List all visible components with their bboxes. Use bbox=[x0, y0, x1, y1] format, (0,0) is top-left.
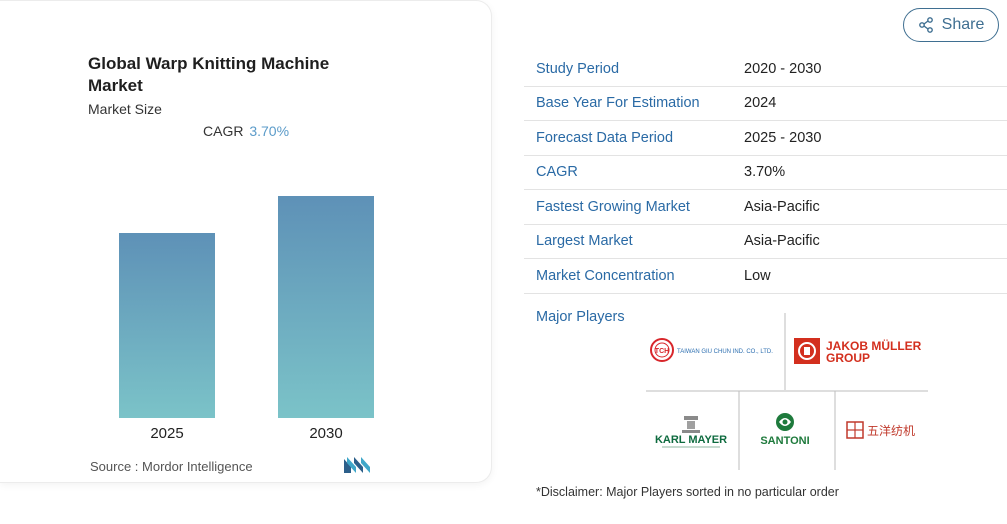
info-value: Asia-Pacific bbox=[744, 198, 820, 215]
info-value: 2020 - 2030 bbox=[744, 60, 822, 77]
santoni-logo-text: SANTONI bbox=[760, 435, 809, 447]
bar-2025 bbox=[119, 233, 215, 418]
info-value: Low bbox=[744, 267, 771, 284]
cagr-value: 3.70% bbox=[249, 123, 290, 139]
info-value: 2024 bbox=[744, 95, 777, 112]
disclaimer-text: *Disclaimer: Major Players sorted in no … bbox=[536, 485, 839, 499]
info-row-forecast-period: Forecast Data Period 2025 - 2030 bbox=[524, 121, 1007, 156]
x-tick-label: 2025 bbox=[150, 425, 183, 442]
market-info-table: Study Period 2020 - 2030 Base Year For E… bbox=[524, 52, 1007, 294]
source-text: Source : Mordor Intelligence bbox=[90, 459, 253, 474]
info-row-cagr: CAGR 3.70% bbox=[524, 156, 1007, 190]
x-tick-label: 2030 bbox=[309, 425, 342, 442]
player-logo-karl-mayer[interactable]: KARL MAYER bbox=[652, 412, 730, 450]
taiwan-badge-text: TCH bbox=[655, 348, 669, 355]
santoni-logo-icon: SANTONI bbox=[760, 413, 810, 447]
karl-mayer-logo-text: KARL MAYER bbox=[655, 434, 727, 446]
player-logo-jakob-muller[interactable]: JAKOB MÜLLER GROUP bbox=[792, 335, 922, 367]
info-label[interactable]: Largest Market bbox=[536, 233, 633, 250]
info-label[interactable]: Forecast Data Period bbox=[536, 129, 674, 146]
info-label[interactable]: Study Period bbox=[536, 60, 620, 77]
share-icon bbox=[918, 17, 933, 33]
jakob-logo-line2: GROUP bbox=[826, 351, 870, 365]
info-row-concentration: Market Concentration Low bbox=[524, 259, 1007, 294]
taiwan-giu-chun-logo-icon: TCH TAIWAN GIU CHUN IND. CO., LTD. bbox=[650, 338, 773, 362]
bar-2030 bbox=[278, 196, 374, 418]
cagr-line: CAGR 3.70% bbox=[203, 123, 289, 139]
info-value: Asia-Pacific bbox=[744, 233, 820, 250]
market-size-card: Global Warp Knitting Machine Market Mark… bbox=[0, 0, 492, 483]
wuyang-logo-text: 五洋纺机 bbox=[867, 423, 915, 438]
info-row-study-period: Study Period 2020 - 2030 bbox=[524, 52, 1007, 87]
jakob-logo-line1: JAKOB MÜLLER bbox=[826, 338, 922, 353]
info-row-fastest-growing: Fastest Growing Market Asia-Pacific bbox=[524, 190, 1007, 225]
jakob-muller-logo-icon: JAKOB MÜLLER GROUP bbox=[794, 338, 922, 365]
player-logo-wuyang[interactable]: 五洋纺机 bbox=[843, 415, 923, 445]
info-row-largest-market: Largest Market Asia-Pacific bbox=[524, 225, 1007, 259]
mordor-intelligence-logo-icon bbox=[344, 457, 370, 473]
player-logo-taiwan-giu-chun[interactable]: TCH TAIWAN GIU CHUN IND. CO., LTD. bbox=[648, 335, 782, 365]
karl-mayer-logo-icon: KARL MAYER bbox=[655, 416, 727, 448]
info-label[interactable]: Fastest Growing Market bbox=[536, 198, 690, 215]
major-players-label: Major Players bbox=[536, 309, 625, 325]
wuyang-logo-icon: 五洋纺机 bbox=[846, 421, 915, 439]
info-label[interactable]: Market Concentration bbox=[536, 267, 675, 284]
card-subtitle: Market Size bbox=[88, 101, 162, 117]
market-size-chart: 2025 2030 bbox=[119, 196, 374, 442]
cagr-label: CAGR bbox=[203, 123, 244, 139]
taiwan-logo-text: TAIWAN GIU CHUN IND. CO., LTD. bbox=[677, 349, 773, 355]
info-value: 3.70% bbox=[744, 164, 786, 181]
info-value: 2025 - 2030 bbox=[744, 129, 822, 146]
share-label: Share bbox=[941, 16, 985, 33]
info-row-base-year: Base Year For Estimation 2024 bbox=[524, 87, 1007, 121]
info-label[interactable]: Base Year For Estimation bbox=[536, 95, 700, 112]
info-label[interactable]: CAGR bbox=[536, 164, 578, 181]
share-button[interactable]: Share bbox=[903, 8, 999, 42]
card-title: Global Warp Knitting Machine Market bbox=[88, 54, 330, 95]
player-logo-santoni[interactable]: SANTONI bbox=[755, 410, 815, 450]
